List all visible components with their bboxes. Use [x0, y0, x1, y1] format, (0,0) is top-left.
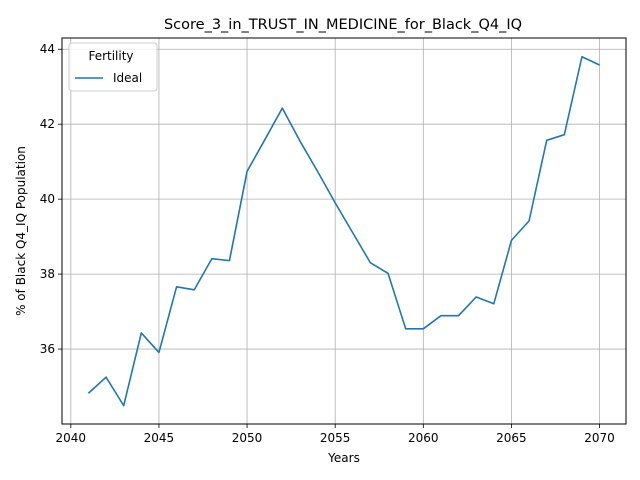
legend-box [68, 42, 158, 92]
series-line-ideal [87, 55, 600, 407]
legend-entry-ideal: Ideal [113, 71, 142, 85]
y-tick-label: 36 [40, 342, 55, 356]
y-axis-ticks: 36 38 40 42 44 [40, 42, 62, 356]
x-tick-label: 2040 [56, 431, 87, 445]
x-tick-label: 2045 [144, 431, 175, 445]
series-layer [87, 55, 600, 407]
legend: Fertility Ideal [68, 42, 158, 92]
y-axis-label: % of Black Q4_IQ Population [14, 146, 28, 316]
x-tick-label: 2070 [584, 431, 615, 445]
y-tick-label: 44 [40, 42, 55, 56]
legend-title: Fertility [88, 49, 133, 63]
plot-frame [61, 37, 627, 425]
x-axis-ticks: 2040 2045 2050 2055 2060 2065 2070 [56, 424, 615, 445]
x-tick-label: 2050 [232, 431, 263, 445]
x-tick-label: 2055 [320, 431, 351, 445]
x-axis-label: Years [327, 451, 360, 465]
x-tick-label: 2065 [496, 431, 527, 445]
y-tick-label: 42 [40, 117, 55, 131]
chart-title: Score_3_in_TRUST_IN_MEDICINE_for_Black_Q… [164, 17, 522, 33]
y-tick-label: 40 [40, 192, 55, 206]
x-tick-label: 2060 [408, 431, 439, 445]
y-tick-label: 38 [40, 267, 55, 281]
